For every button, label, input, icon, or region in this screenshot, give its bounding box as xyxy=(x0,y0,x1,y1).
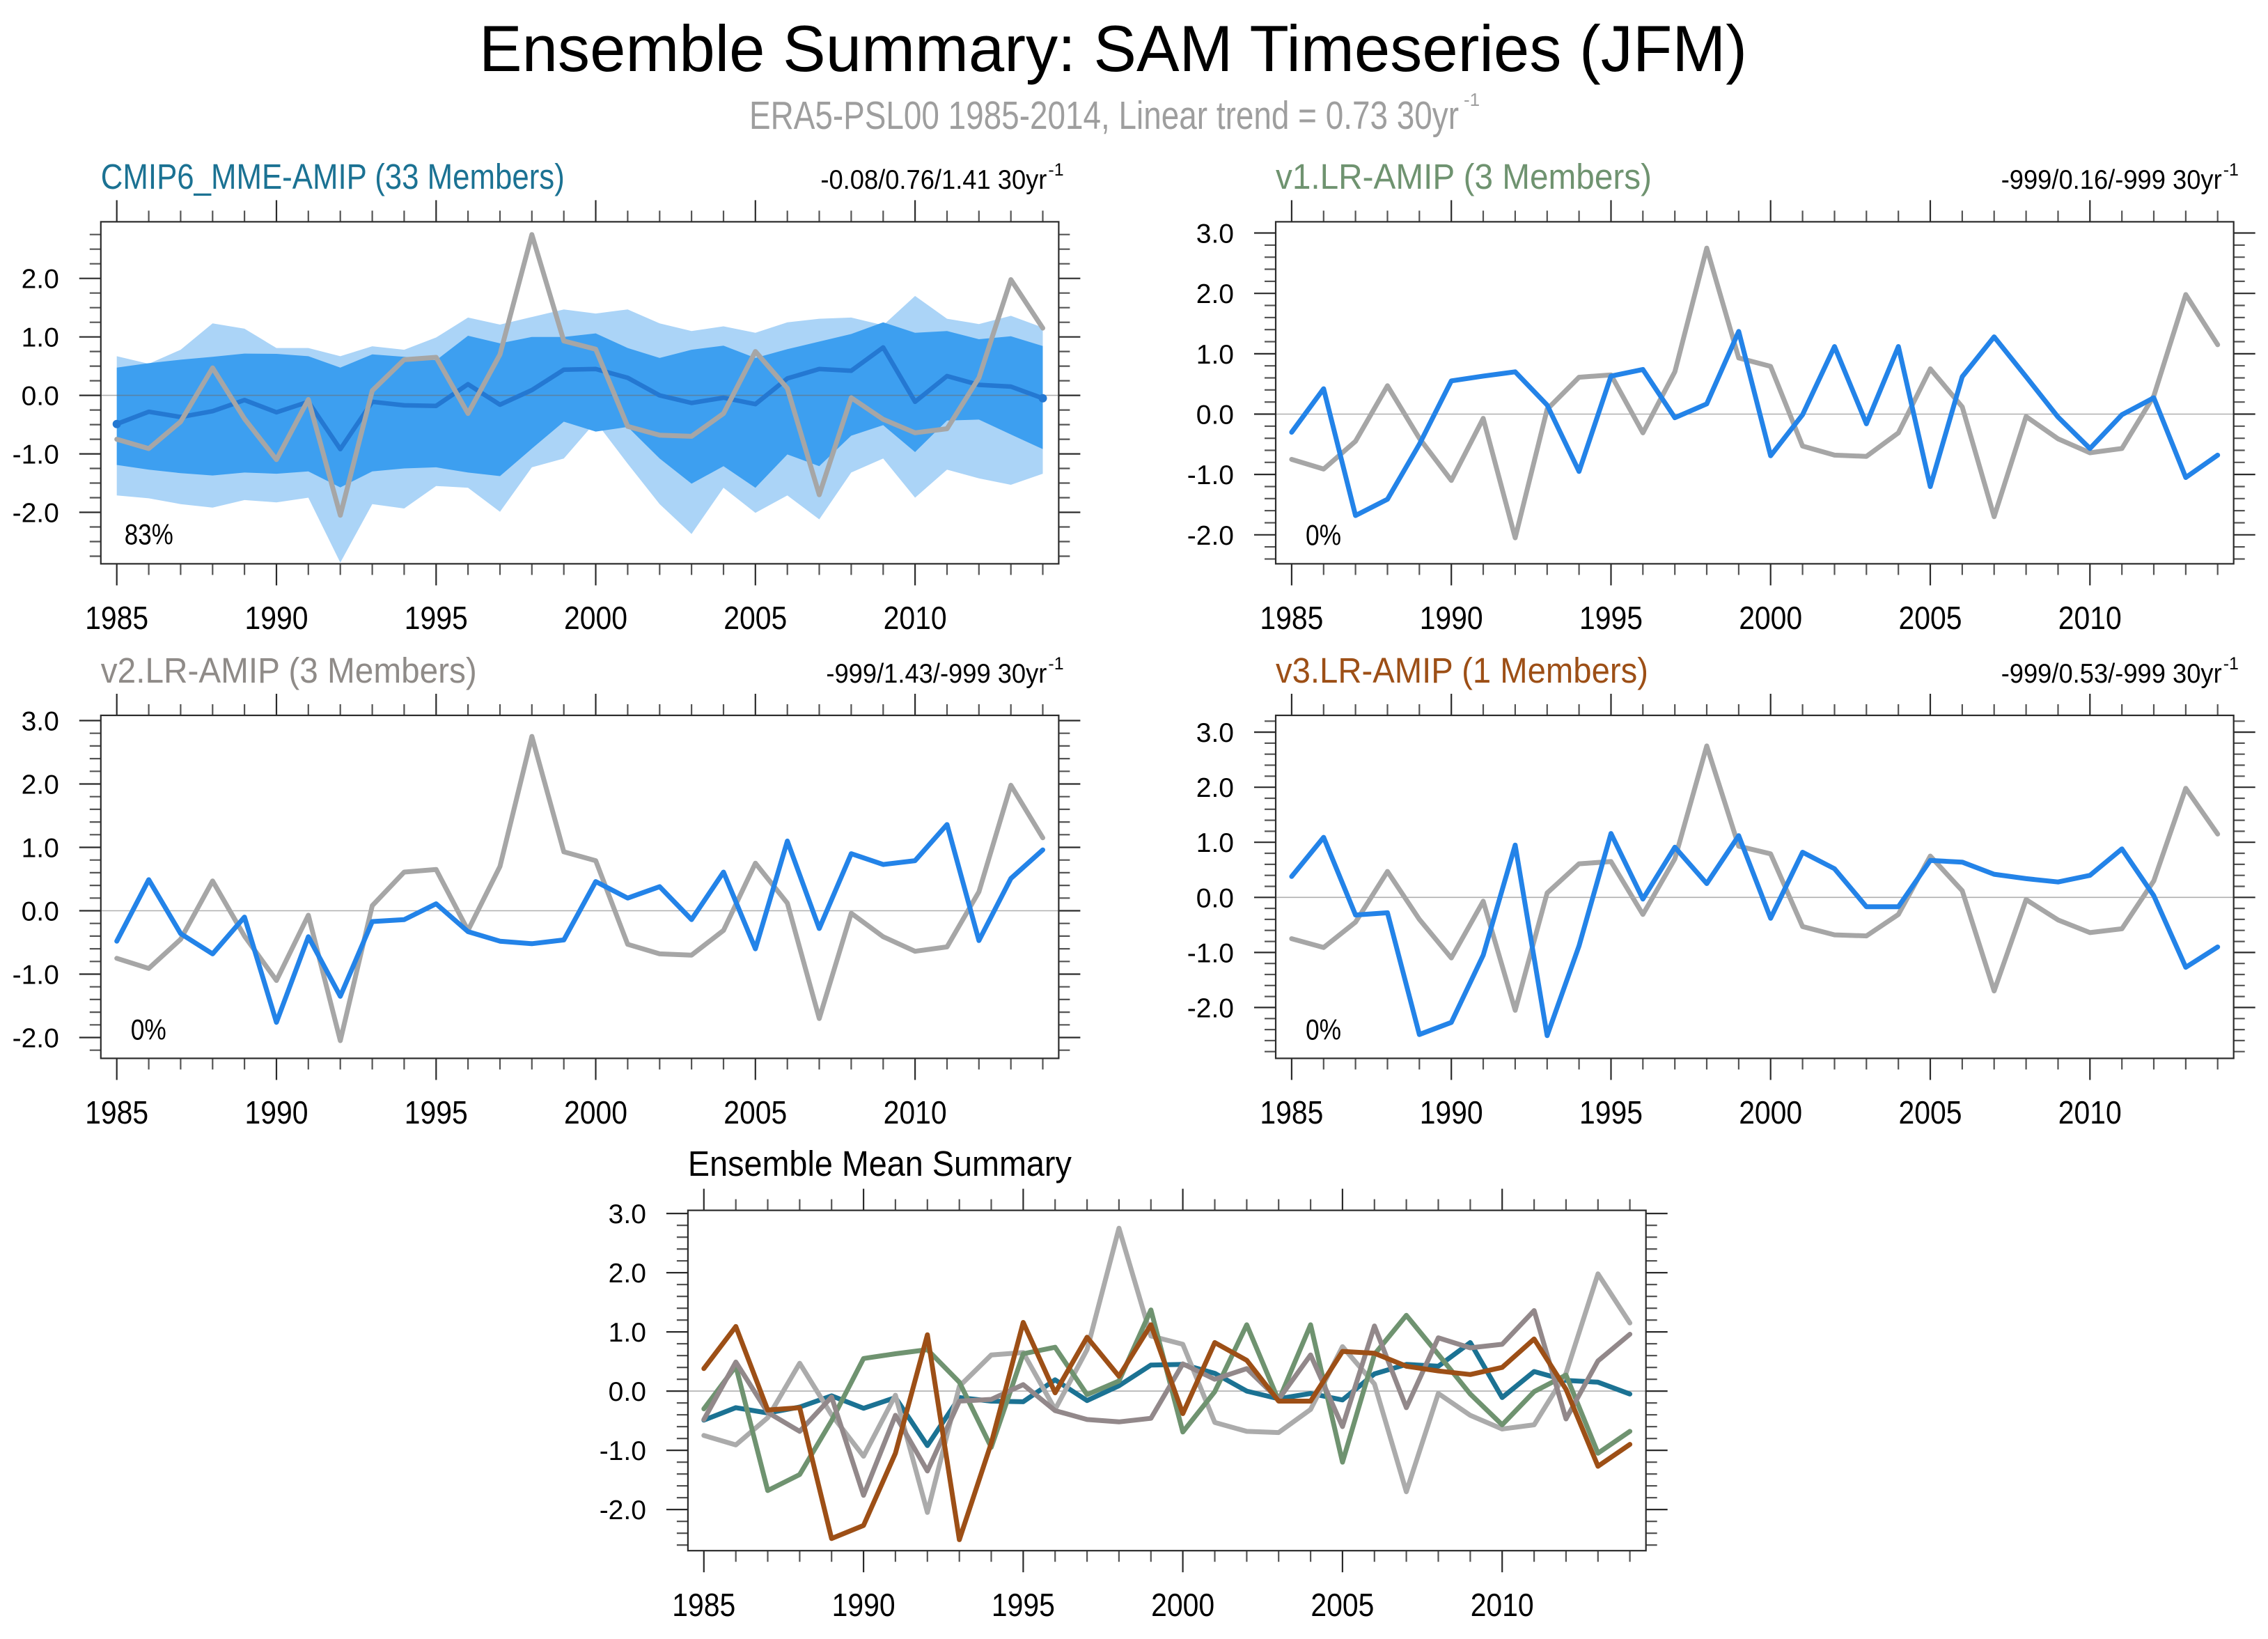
svg-text:-2.0: -2.0 xyxy=(600,1496,646,1525)
svg-text:2010: 2010 xyxy=(884,1094,947,1131)
svg-text:2000: 2000 xyxy=(564,600,627,636)
svg-text:CMIP6_MME-AMIP (33 Members): CMIP6_MME-AMIP (33 Members) xyxy=(101,157,565,196)
svg-text:1.0: 1.0 xyxy=(22,323,59,353)
svg-text:1990: 1990 xyxy=(832,1587,896,1623)
svg-text:3.0: 3.0 xyxy=(22,707,59,737)
svg-text:0.0: 0.0 xyxy=(609,1377,646,1407)
svg-text:-999/0.53/-999 30yr: -999/0.53/-999 30yr xyxy=(2001,659,2222,689)
svg-text:1990: 1990 xyxy=(1420,1094,1483,1131)
svg-text:2.0: 2.0 xyxy=(1196,279,1234,309)
svg-text:2005: 2005 xyxy=(1899,1094,1962,1131)
svg-text:1990: 1990 xyxy=(1420,600,1483,636)
svg-text:1990: 1990 xyxy=(245,600,308,636)
svg-text:2.0: 2.0 xyxy=(609,1259,646,1289)
svg-text:2005: 2005 xyxy=(724,600,787,636)
svg-text:3.0: 3.0 xyxy=(1196,219,1234,249)
svg-text:0%: 0% xyxy=(131,1013,166,1046)
svg-text:-1: -1 xyxy=(2223,160,2239,180)
svg-text:1995: 1995 xyxy=(992,1587,1055,1623)
svg-text:1985: 1985 xyxy=(85,1094,148,1131)
svg-text:1.0: 1.0 xyxy=(1196,340,1234,370)
svg-text:2010: 2010 xyxy=(2058,1094,2122,1131)
svg-text:-1: -1 xyxy=(1048,160,1063,180)
svg-text:-1.0: -1.0 xyxy=(13,961,59,991)
svg-text:1985: 1985 xyxy=(85,600,148,636)
svg-text:-1: -1 xyxy=(1464,89,1480,110)
svg-text:-2.0: -2.0 xyxy=(1187,521,1234,551)
svg-text:1995: 1995 xyxy=(1579,600,1643,636)
svg-text:v3.LR-AMIP (1 Members): v3.LR-AMIP (1 Members) xyxy=(1276,651,1648,690)
svg-text:1995: 1995 xyxy=(1579,1094,1643,1131)
svg-text:-2.0: -2.0 xyxy=(13,1024,59,1054)
svg-text:0.0: 0.0 xyxy=(1196,401,1234,430)
svg-text:-999/1.43/-999 30yr: -999/1.43/-999 30yr xyxy=(826,659,1047,689)
svg-text:2005: 2005 xyxy=(1311,1587,1374,1623)
svg-text:1.0: 1.0 xyxy=(22,834,59,864)
svg-text:0%: 0% xyxy=(1306,1013,1341,1046)
svg-text:1990: 1990 xyxy=(245,1094,308,1131)
svg-text:83%: 83% xyxy=(125,518,173,550)
svg-text:3.0: 3.0 xyxy=(609,1199,646,1229)
svg-text:-999/0.16/-999 30yr: -999/0.16/-999 30yr xyxy=(2001,165,2222,195)
svg-text:2010: 2010 xyxy=(1471,1587,1534,1623)
svg-text:2000: 2000 xyxy=(564,1094,627,1131)
svg-text:2000: 2000 xyxy=(1151,1587,1214,1623)
svg-text:0.0: 0.0 xyxy=(22,382,59,412)
svg-text:2010: 2010 xyxy=(884,600,947,636)
svg-text:-1.0: -1.0 xyxy=(1187,460,1234,490)
svg-text:-0.08/0.76/1.41 30yr: -0.08/0.76/1.41 30yr xyxy=(820,165,1047,195)
svg-text:0%: 0% xyxy=(1306,518,1341,551)
svg-text:-1: -1 xyxy=(1048,654,1063,674)
svg-text:2.0: 2.0 xyxy=(1196,773,1234,803)
svg-text:Ensemble Summary: SAM Timeseri: Ensemble Summary: SAM Timeseries (JFM) xyxy=(479,12,1747,85)
svg-text:Ensemble Mean Summary: Ensemble Mean Summary xyxy=(688,1144,1072,1183)
svg-text:1985: 1985 xyxy=(1260,1094,1323,1131)
svg-text:0.0: 0.0 xyxy=(1196,883,1234,913)
svg-text:-1.0: -1.0 xyxy=(600,1436,646,1466)
svg-text:1.0: 1.0 xyxy=(1196,828,1234,858)
svg-text:0.0: 0.0 xyxy=(22,897,59,927)
svg-text:2010: 2010 xyxy=(2058,600,2122,636)
svg-text:v1.LR-AMIP (3 Members): v1.LR-AMIP (3 Members) xyxy=(1276,157,1652,196)
svg-text:-1.0: -1.0 xyxy=(13,440,59,470)
svg-text:-1.0: -1.0 xyxy=(1187,938,1234,968)
svg-text:1995: 1995 xyxy=(405,600,468,636)
svg-text:v2.LR-AMIP (3 Members): v2.LR-AMIP (3 Members) xyxy=(101,651,477,690)
svg-text:1985: 1985 xyxy=(672,1587,735,1623)
svg-text:1985: 1985 xyxy=(1260,600,1323,636)
svg-text:2.0: 2.0 xyxy=(22,770,59,800)
svg-text:2.0: 2.0 xyxy=(22,265,59,295)
svg-text:-2.0: -2.0 xyxy=(1187,993,1234,1023)
svg-text:3.0: 3.0 xyxy=(1196,718,1234,748)
svg-text:-1: -1 xyxy=(2223,654,2239,674)
svg-text:2000: 2000 xyxy=(1739,600,1802,636)
svg-text:ERA5-PSL00 1985-2014, Linear t: ERA5-PSL00 1985-2014, Linear trend = 0.7… xyxy=(749,93,1459,138)
svg-text:2000: 2000 xyxy=(1739,1094,1802,1131)
svg-text:-2.0: -2.0 xyxy=(13,499,59,529)
svg-text:2005: 2005 xyxy=(1899,600,1962,636)
svg-text:2005: 2005 xyxy=(724,1094,787,1131)
svg-text:1.0: 1.0 xyxy=(609,1318,646,1348)
svg-text:1995: 1995 xyxy=(405,1094,468,1131)
